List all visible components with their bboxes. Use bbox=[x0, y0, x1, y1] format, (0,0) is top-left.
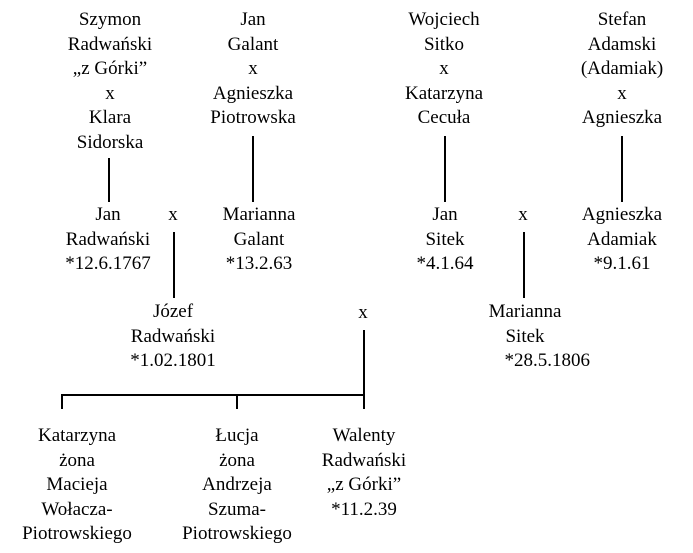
birth-date: *1.02.1801 bbox=[130, 350, 216, 371]
text-line: Agnieszka bbox=[581, 107, 663, 128]
couple-wojciech-katarzyna: Wojciech Sitko x Katarzyna Cecuła bbox=[384, 8, 504, 131]
person-marianna-galant: Marianna Galant *13.2.63 bbox=[199, 203, 319, 277]
text-line: Katarzyna bbox=[404, 82, 484, 104]
couple-stefan-agnieszka: Stefan Adamski (Adamiak) x Agnieszka bbox=[562, 8, 682, 131]
person-name: Józef bbox=[152, 301, 194, 322]
text-line: Agnieszka bbox=[212, 82, 294, 104]
person-walenty: Walenty Radwański „z Górki” *11.2.39 bbox=[299, 424, 429, 522]
person-katarzyna: Katarzyna żona Macieja Wołacza- Piotrows… bbox=[2, 424, 152, 547]
text-line: Klara bbox=[88, 107, 132, 128]
text-line: „z Górki” bbox=[72, 58, 148, 79]
birth-date: *28.5.1806 bbox=[504, 350, 591, 371]
text-line: Piotrowska bbox=[210, 107, 296, 128]
person-agnieszka-adamiak: Agnieszka Adamiak *9.1.61 bbox=[562, 203, 682, 277]
text-line: Andrzeja bbox=[202, 474, 272, 495]
person-name: Walenty bbox=[332, 425, 396, 446]
text-line: Szuma- bbox=[207, 498, 267, 520]
couple-jan-galant-agnieszka: Jan Galant x Agnieszka Piotrowska bbox=[193, 8, 313, 131]
birth-date: *13.2.63 bbox=[225, 253, 293, 274]
marriage-mark: x bbox=[439, 58, 449, 79]
text-line: Radwański bbox=[67, 33, 153, 55]
person-surname: Galant bbox=[233, 228, 285, 250]
text-line: Sidorska bbox=[76, 131, 144, 153]
person-surname: Radwański bbox=[321, 449, 407, 471]
person-jan-sitek: Jan Sitek *4.1.64 bbox=[395, 203, 495, 277]
birth-date: *11.2.39 bbox=[331, 498, 397, 520]
person-name: Marianna bbox=[222, 204, 296, 225]
couple-szymon-klara: Szymon Radwański „z Górki” x Klara Sidor… bbox=[50, 8, 170, 155]
person-name: Agnieszka bbox=[581, 204, 663, 225]
person-jozef-radwanski: Józef Radwański *1.02.1801 bbox=[108, 300, 238, 374]
text-line: Macieja bbox=[46, 474, 108, 495]
text-line: Szymon bbox=[78, 9, 142, 30]
text-line: Adamski bbox=[587, 33, 657, 55]
birth-date: *4.1.64 bbox=[416, 253, 474, 274]
birth-date: *9.1.61 bbox=[593, 253, 651, 274]
text-line: (Adamiak) bbox=[580, 58, 664, 79]
marriage-mark: x bbox=[105, 82, 115, 104]
text-line: Wojciech bbox=[408, 9, 480, 30]
marriage-mark: x bbox=[248, 58, 258, 79]
person-name: Jan bbox=[432, 204, 458, 225]
person-surname: Sitek bbox=[505, 325, 545, 347]
text-line: Cecuła bbox=[417, 107, 471, 128]
marriage-mark: x bbox=[617, 82, 627, 104]
marriage-mark: x bbox=[518, 204, 528, 225]
person-jan-radwanski: Jan Radwański *12.6.1767 bbox=[43, 203, 173, 277]
marriage-mark: x bbox=[168, 204, 178, 225]
text-line: żona bbox=[219, 449, 255, 471]
person-surname: Radwański bbox=[65, 228, 151, 250]
text-line: żona bbox=[59, 449, 95, 471]
person-lucja: Łucja żona Andrzeja Szuma- Piotrowskiego bbox=[162, 424, 312, 547]
person-surname: Sitek bbox=[425, 228, 465, 250]
person-surname: Radwański bbox=[130, 325, 216, 347]
text-line: Jan bbox=[240, 9, 266, 30]
marriage-mark: x bbox=[358, 302, 368, 323]
text-line: Piotrowskiego bbox=[182, 523, 292, 544]
person-surname: Adamiak bbox=[587, 228, 657, 250]
text-line: Sitko bbox=[423, 33, 465, 55]
person-marianna-sitek: Marianna Sitek *28.5.1806 bbox=[460, 300, 590, 374]
text-line: Stefan bbox=[597, 9, 647, 30]
text-line: Piotrowskiego bbox=[22, 523, 132, 544]
text-line: Wołacza- bbox=[41, 498, 113, 520]
person-name: Katarzyna bbox=[37, 425, 117, 446]
text-line: Galant bbox=[227, 33, 279, 55]
person-name: Jan bbox=[95, 204, 121, 225]
person-name: Marianna bbox=[488, 301, 562, 322]
text-line: „z Górki” bbox=[326, 474, 402, 495]
birth-date: *12.6.1767 bbox=[65, 253, 151, 274]
person-name: Łucja bbox=[215, 425, 259, 446]
